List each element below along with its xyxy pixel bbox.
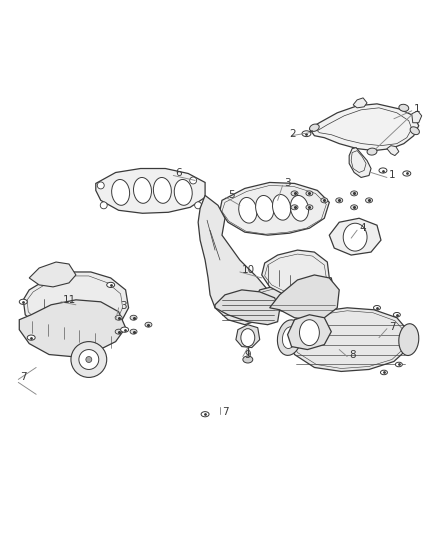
Text: 3: 3: [120, 301, 127, 311]
Ellipse shape: [115, 315, 122, 320]
Text: 2: 2: [290, 128, 296, 139]
Ellipse shape: [302, 131, 311, 136]
Ellipse shape: [239, 197, 257, 223]
Ellipse shape: [130, 315, 137, 320]
Polygon shape: [288, 308, 409, 372]
Ellipse shape: [306, 191, 313, 196]
Ellipse shape: [381, 370, 388, 375]
Ellipse shape: [174, 180, 192, 205]
Ellipse shape: [343, 223, 367, 251]
Ellipse shape: [351, 205, 357, 210]
Ellipse shape: [97, 182, 104, 189]
Polygon shape: [262, 250, 329, 296]
Ellipse shape: [71, 342, 107, 377]
Ellipse shape: [201, 411, 209, 417]
Ellipse shape: [291, 205, 298, 210]
Polygon shape: [198, 196, 272, 325]
Text: 10: 10: [242, 265, 255, 275]
Ellipse shape: [256, 196, 274, 221]
Text: 7: 7: [389, 322, 396, 332]
Text: 7: 7: [222, 407, 229, 417]
Ellipse shape: [290, 196, 309, 221]
Text: 3: 3: [285, 179, 291, 189]
Polygon shape: [270, 275, 339, 320]
Text: 11: 11: [63, 295, 76, 305]
Ellipse shape: [79, 350, 99, 369]
Ellipse shape: [134, 177, 152, 203]
Ellipse shape: [367, 148, 377, 155]
Ellipse shape: [27, 335, 35, 340]
Ellipse shape: [310, 124, 319, 132]
Polygon shape: [29, 262, 76, 287]
Ellipse shape: [291, 191, 298, 196]
Ellipse shape: [300, 320, 319, 345]
Polygon shape: [353, 98, 367, 108]
Ellipse shape: [272, 195, 291, 220]
Polygon shape: [329, 218, 381, 255]
Ellipse shape: [100, 202, 107, 209]
Ellipse shape: [194, 202, 201, 209]
Ellipse shape: [277, 320, 302, 356]
Polygon shape: [236, 325, 260, 348]
Ellipse shape: [190, 177, 197, 184]
Ellipse shape: [399, 324, 419, 356]
Text: 6: 6: [175, 168, 182, 179]
Polygon shape: [387, 146, 399, 156]
Text: 4: 4: [359, 223, 366, 233]
Ellipse shape: [366, 198, 373, 203]
Ellipse shape: [336, 198, 343, 203]
Ellipse shape: [410, 127, 420, 135]
Text: 8: 8: [349, 350, 356, 360]
Ellipse shape: [153, 177, 171, 203]
Ellipse shape: [399, 104, 409, 111]
Ellipse shape: [283, 327, 297, 349]
Polygon shape: [19, 300, 126, 357]
Ellipse shape: [145, 322, 152, 327]
Ellipse shape: [120, 327, 129, 332]
Ellipse shape: [321, 198, 328, 203]
Ellipse shape: [241, 329, 255, 346]
Ellipse shape: [107, 282, 115, 287]
Ellipse shape: [112, 180, 130, 205]
Ellipse shape: [351, 191, 357, 196]
Ellipse shape: [243, 356, 253, 363]
Ellipse shape: [393, 312, 400, 317]
Text: 1: 1: [414, 104, 420, 114]
Polygon shape: [288, 315, 331, 350]
Ellipse shape: [19, 299, 27, 304]
Polygon shape: [215, 290, 279, 325]
Text: 1: 1: [389, 171, 396, 181]
Polygon shape: [412, 111, 422, 123]
Ellipse shape: [403, 171, 411, 176]
Ellipse shape: [379, 168, 387, 173]
Text: 5: 5: [228, 190, 235, 200]
Polygon shape: [220, 182, 329, 235]
Ellipse shape: [396, 362, 403, 367]
Polygon shape: [23, 272, 129, 337]
Ellipse shape: [130, 329, 137, 334]
Ellipse shape: [306, 205, 313, 210]
Ellipse shape: [115, 329, 122, 334]
Polygon shape: [96, 168, 205, 213]
Ellipse shape: [86, 357, 92, 362]
Text: 7: 7: [20, 373, 27, 382]
Polygon shape: [309, 104, 419, 151]
Polygon shape: [257, 275, 334, 312]
Text: 9: 9: [245, 350, 251, 360]
Polygon shape: [349, 148, 371, 177]
Ellipse shape: [374, 305, 381, 310]
